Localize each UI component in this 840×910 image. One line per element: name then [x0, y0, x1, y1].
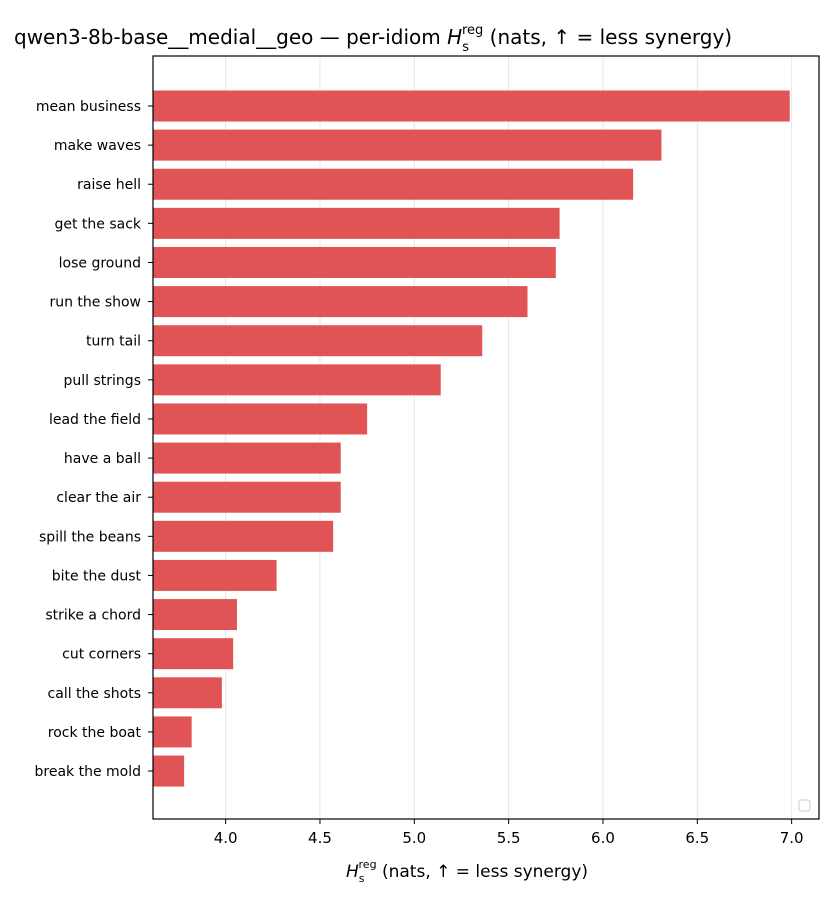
bars	[153, 90, 790, 787]
y-tick-label: lose ground	[59, 255, 141, 271]
x-tick-label: 5.5	[497, 829, 521, 847]
y-tick-label: lead the field	[49, 412, 141, 428]
x-ticks: 4.0 4.5 5.0 5.5 6.0 6.5 7.0	[214, 819, 804, 847]
bar	[153, 129, 662, 161]
y-tick-label: cut corners	[62, 647, 141, 663]
x-tick-label: 5.0	[402, 829, 426, 847]
x-axis-label: Hsreg (nats, ↑ = less synergy)	[346, 858, 588, 885]
y-tick-label: make waves	[54, 138, 141, 154]
legend-box	[798, 799, 811, 812]
bar	[153, 286, 528, 318]
y-tick-label: clear the air	[56, 490, 141, 506]
y-tick-label: spill the beans	[39, 529, 141, 545]
bar	[153, 442, 341, 474]
y-tick-label: mean business	[36, 99, 141, 115]
y-tick-label: raise hell	[77, 177, 141, 193]
bar	[153, 677, 222, 709]
bar	[153, 481, 341, 513]
y-tick-label: rock the boat	[48, 725, 142, 741]
bar	[153, 638, 234, 670]
bar	[153, 520, 334, 552]
y-tick-label: bite the dust	[52, 568, 142, 584]
y-ticks: mean business make waves raise hell get the…	[35, 99, 153, 780]
bar	[153, 403, 368, 435]
y-tick-label: break the mold	[35, 764, 142, 780]
chart-title: qwen3-8b-base__medial__geo — per-idiom H…	[14, 23, 732, 55]
bar	[153, 364, 441, 396]
x-tick-label: 4.5	[308, 829, 332, 847]
x-tick-label: 7.0	[780, 829, 804, 847]
bar	[153, 90, 790, 122]
bar	[153, 246, 556, 278]
y-tick-label: run the show	[49, 295, 141, 311]
plot-frame	[152, 55, 820, 820]
bar	[153, 559, 277, 591]
bar	[153, 325, 483, 357]
bar	[153, 599, 237, 631]
y-tick-label: have a ball	[64, 451, 141, 467]
bar	[153, 755, 185, 787]
bar	[153, 207, 560, 239]
y-tick-label: strike a chord	[45, 608, 141, 624]
x-tick-label: 6.5	[685, 829, 709, 847]
bar	[153, 716, 192, 748]
x-tick-label: 6.0	[591, 829, 615, 847]
y-tick-label: turn tail	[86, 334, 141, 350]
y-tick-label: call the shots	[48, 686, 141, 702]
x-tick-label: 4.0	[214, 829, 238, 847]
bar	[153, 168, 634, 200]
y-tick-label: pull strings	[64, 373, 141, 389]
y-tick-label: get the sack	[54, 216, 141, 232]
